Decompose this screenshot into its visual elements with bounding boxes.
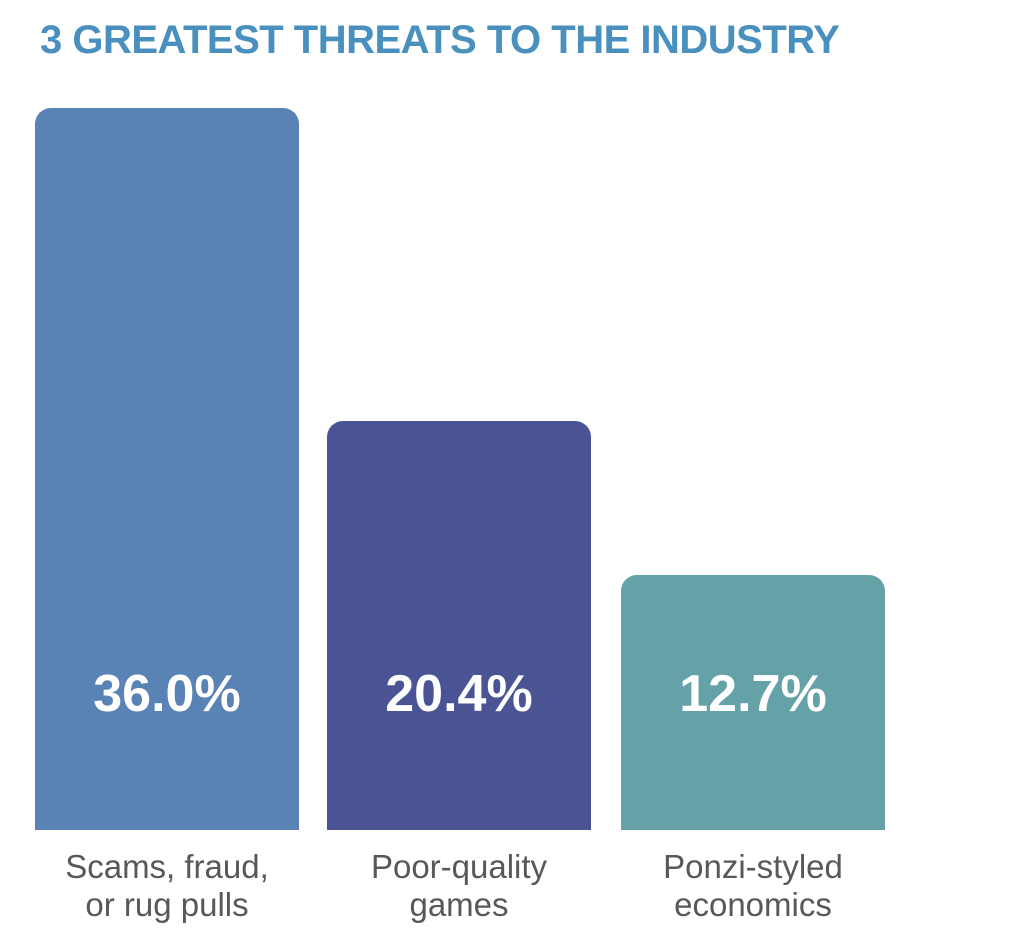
category-label-line: Ponzi-styled <box>663 848 843 885</box>
bar-chart: 36.0% Scams, fraud, or rug pulls 20.4% P… <box>35 108 885 923</box>
category-label-line: or rug pulls <box>85 886 249 923</box>
bar-scams-fraud-rug-pulls: 36.0% <box>35 108 299 830</box>
bar-category-label: Poor-quality games <box>302 848 616 924</box>
bar-category-label: Ponzi-styled economics <box>596 848 910 924</box>
chart-title: 3 GREATEST THREATS TO THE INDUSTRY <box>40 18 840 62</box>
category-label-line: economics <box>674 886 832 923</box>
bar-value-label: 36.0% <box>93 665 241 723</box>
bar-value-label: 12.7% <box>679 665 827 723</box>
category-label-line: games <box>409 886 509 923</box>
bar-category-label: Scams, fraud, or rug pulls <box>10 848 324 924</box>
category-label-line: Poor-quality <box>370 848 548 885</box>
bar-ponzi-styled-economics: 12.7% <box>621 575 885 830</box>
bar-poor-quality-games: 20.4% <box>327 421 591 830</box>
category-label-line: Scams, fraud, <box>65 848 269 885</box>
bar-value-label: 20.4% <box>385 665 533 723</box>
